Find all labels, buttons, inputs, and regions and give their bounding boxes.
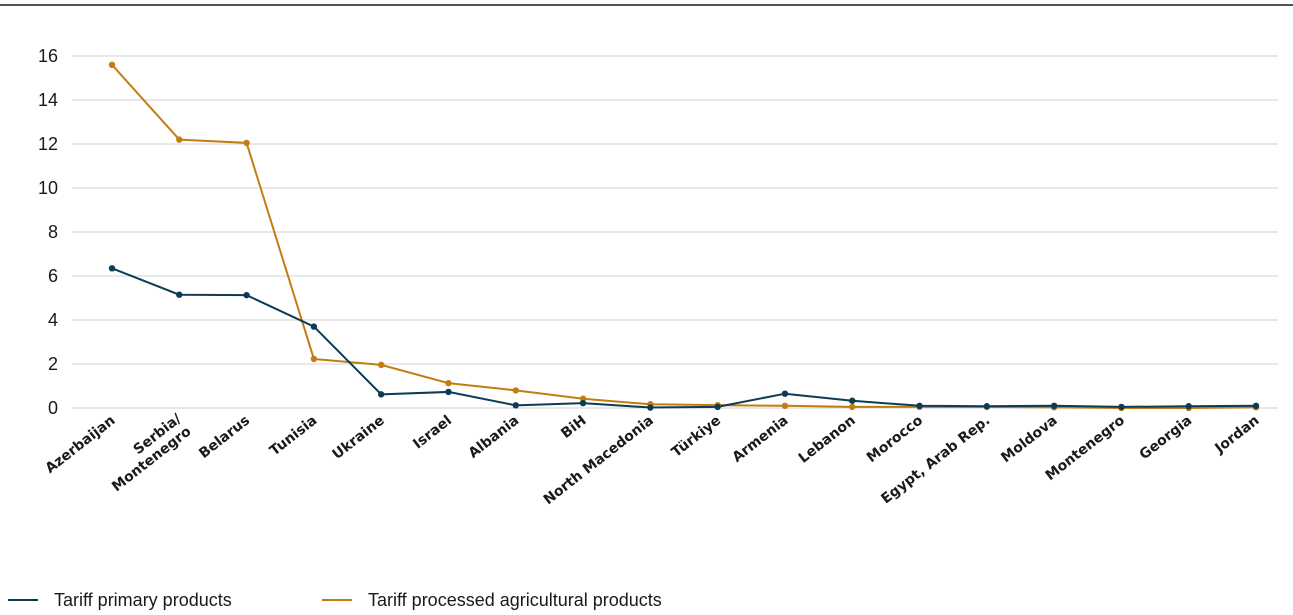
legend-label: Tariff processed agricultural products (368, 590, 662, 610)
data-point (176, 291, 183, 298)
y-tick-label: 16 (38, 46, 58, 66)
y-tick-label: 10 (38, 178, 58, 198)
series-line (111, 267, 1257, 409)
data-point (445, 388, 452, 396)
data-point (849, 403, 856, 411)
x-tick-label: Tunisia (267, 413, 320, 460)
data-point (647, 404, 654, 411)
y-tick-label: 0 (48, 398, 58, 418)
data-point (243, 139, 250, 147)
data-point (1252, 402, 1260, 409)
data-point (108, 265, 116, 272)
y-tick-label: 12 (38, 134, 58, 154)
x-tick-label: North Macedonia (541, 413, 657, 509)
y-tick-label: 6 (48, 266, 58, 286)
y-axis-ticks: 0 2 4 6 8 10 12 14 16 (38, 46, 58, 418)
x-tick-label: Jordan (1212, 413, 1263, 458)
data-point (377, 391, 385, 398)
data-point (108, 61, 116, 68)
y-tick-label: 4 (48, 310, 58, 330)
data-point (579, 395, 587, 402)
data-point (781, 402, 789, 409)
data-point (445, 379, 452, 387)
x-tick-label: Azerbaijan (43, 413, 119, 477)
x-tick-label: Lebanon (796, 413, 859, 467)
data-point (916, 402, 923, 409)
x-tick-label: Türkiye (669, 413, 724, 461)
data-point (579, 399, 587, 407)
y-tick-label: 2 (48, 354, 58, 374)
data-point (243, 291, 250, 299)
x-tick-label: Armenia (730, 413, 792, 466)
x-tick-label: Albania (466, 413, 523, 462)
data-point (310, 355, 318, 363)
data-point (781, 390, 789, 397)
x-tick-label: Belarus (196, 413, 253, 462)
data-point (714, 403, 721, 411)
x-axis-ticks: Azerbaijan Serbia/Montenegro Belarus Tunisi… (43, 410, 1263, 508)
x-tick-label: Moldova (998, 413, 1060, 467)
gridlines (72, 55, 1278, 409)
data-point (310, 323, 318, 330)
y-tick-label: 8 (48, 222, 58, 242)
y-tick-label: 14 (38, 90, 58, 110)
legend-label: Tariff primary products (54, 590, 232, 610)
data-point (849, 397, 856, 404)
data-point (176, 136, 183, 143)
series-line (111, 64, 1257, 409)
data-point (983, 403, 991, 410)
x-tick-label: Georgia (1137, 413, 1196, 464)
data-point (512, 387, 519, 394)
legend: Tariff primary products Tariff processed … (8, 590, 662, 610)
data-point (512, 402, 519, 409)
data-point (1050, 402, 1058, 409)
data-point (1185, 403, 1192, 410)
series-lines (108, 61, 1260, 412)
x-tick-label: Israel (410, 413, 455, 453)
x-tick-label: BiH (558, 413, 589, 442)
x-tick-label: Egypt, Arab Rep. (878, 413, 993, 508)
data-point (1118, 403, 1125, 411)
x-tick-label: Morocco (864, 412, 926, 466)
x-tick-label: Ukraine (329, 413, 387, 463)
data-point (377, 361, 385, 369)
